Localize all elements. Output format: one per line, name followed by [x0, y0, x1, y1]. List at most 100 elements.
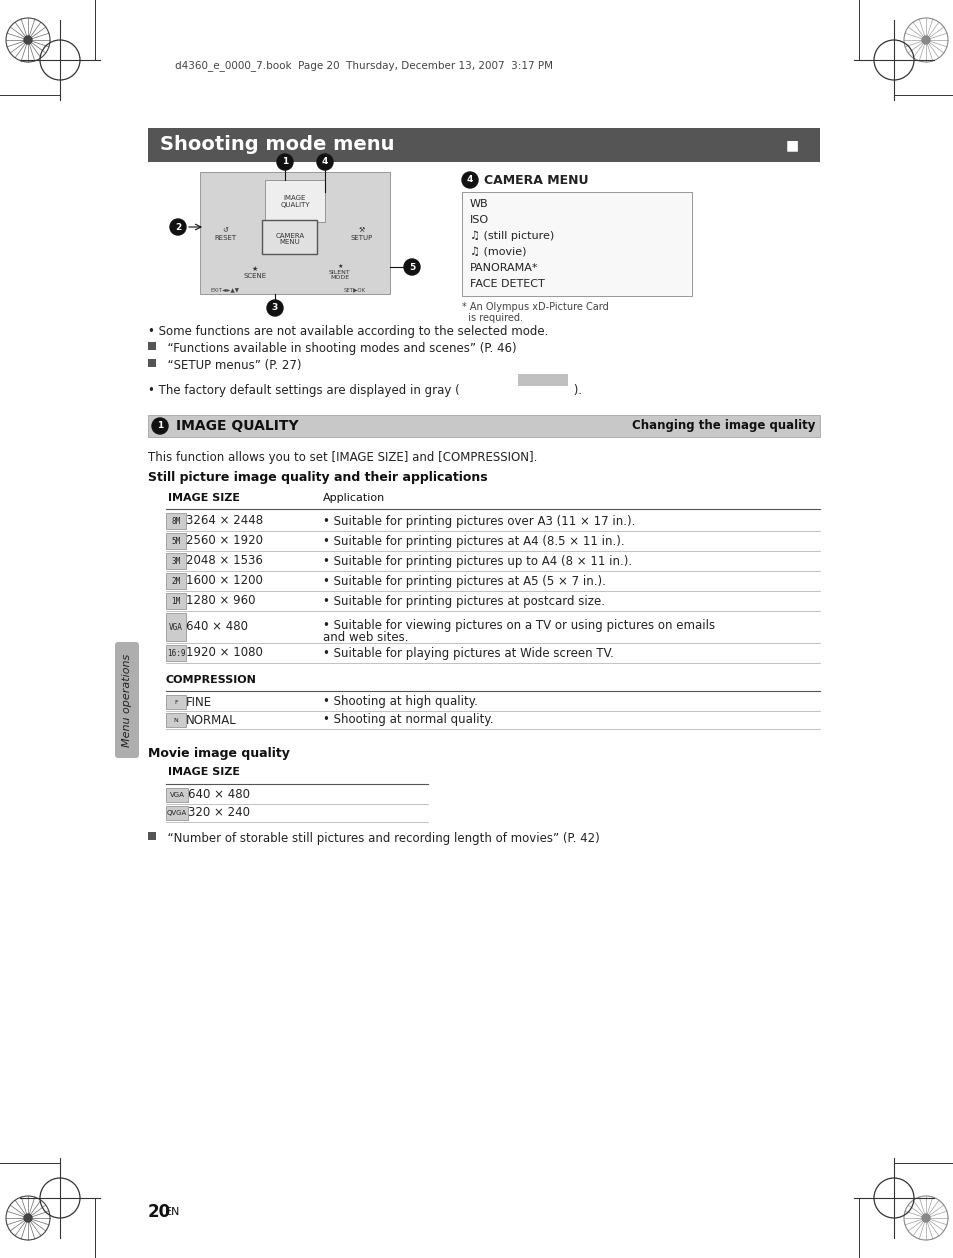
Text: 1M: 1M: [172, 596, 180, 605]
Text: ★
SCENE: ★ SCENE: [243, 265, 266, 278]
Circle shape: [152, 418, 168, 434]
Text: • Shooting at normal quality.: • Shooting at normal quality.: [323, 713, 493, 727]
Bar: [166, 533, 186, 548]
Circle shape: [170, 219, 186, 235]
Text: 5M: 5M: [172, 536, 180, 546]
Text: 8M: 8M: [172, 517, 180, 526]
Text: 4: 4: [466, 176, 473, 185]
Text: SET▶OK: SET▶OK: [344, 288, 366, 293]
Bar: [166, 554, 186, 569]
Bar: [166, 694, 186, 710]
Text: VGA: VGA: [170, 793, 184, 798]
Text: QVGA: QVGA: [167, 810, 187, 816]
Bar: [166, 788, 188, 803]
Text: 4: 4: [321, 157, 328, 166]
Text: • Suitable for printing pictures at A5 (5 × 7 in.).: • Suitable for printing pictures at A5 (…: [323, 575, 605, 587]
Text: WB: WB: [470, 199, 488, 209]
Bar: [166, 713, 186, 727]
Text: • Suitable for printing pictures over A3 (11 × 17 in.).: • Suitable for printing pictures over A3…: [323, 515, 635, 527]
Text: 1: 1: [156, 421, 163, 430]
Text: IMAGE SIZE: IMAGE SIZE: [168, 767, 240, 777]
Text: * An Olympus xD-Picture Card: * An Olympus xD-Picture Card: [461, 302, 608, 312]
Text: “Functions available in shooting modes and scenes” (P. 46): “Functions available in shooting modes a…: [160, 342, 517, 355]
Bar: [166, 593, 186, 609]
Text: NORMAL: NORMAL: [186, 713, 236, 727]
Text: 2048 × 1536: 2048 × 1536: [186, 555, 263, 567]
Circle shape: [316, 153, 333, 170]
Text: CAMERA MENU: CAMERA MENU: [483, 174, 588, 186]
Text: • The factory default settings are displayed in gray (: • The factory default settings are displ…: [148, 384, 459, 398]
Text: ).: ).: [569, 384, 581, 398]
Text: 20: 20: [148, 1203, 171, 1222]
Text: Application: Application: [323, 493, 385, 503]
Text: 2M: 2M: [172, 576, 180, 585]
Text: VGA: VGA: [169, 623, 183, 632]
Text: 2: 2: [174, 223, 181, 231]
Text: CAMERA
MENU: CAMERA MENU: [275, 233, 304, 245]
Text: ISO: ISO: [470, 215, 489, 225]
Text: 3: 3: [272, 303, 278, 312]
Text: ♫ (still picture): ♫ (still picture): [470, 231, 554, 242]
Text: IMAGE SIZE: IMAGE SIZE: [168, 493, 240, 503]
Bar: [166, 513, 186, 530]
Text: Menu operations: Menu operations: [122, 653, 132, 747]
Text: ↺
RESET: ↺ RESET: [213, 228, 235, 240]
Bar: [166, 613, 186, 642]
Text: • Suitable for playing pictures at Wide screen TV.: • Suitable for playing pictures at Wide …: [323, 647, 613, 659]
Text: ♫ (movie): ♫ (movie): [470, 247, 526, 257]
Text: EN: EN: [165, 1206, 180, 1216]
Circle shape: [24, 36, 32, 44]
Bar: [148, 342, 156, 350]
Text: 1920 × 1080: 1920 × 1080: [186, 647, 263, 659]
Bar: [148, 415, 820, 437]
Bar: [262, 220, 316, 254]
Text: • Some functions are not available according to the selected mode.: • Some functions are not available accor…: [148, 325, 548, 338]
Text: FINE: FINE: [186, 696, 212, 708]
Text: 640 × 480: 640 × 480: [186, 620, 248, 634]
Text: EXIT◄►▲▼: EXIT◄►▲▼: [211, 288, 239, 293]
Circle shape: [921, 36, 929, 44]
Text: IMAGE QUALITY: IMAGE QUALITY: [175, 419, 298, 433]
Text: • Shooting at high quality.: • Shooting at high quality.: [323, 696, 477, 708]
Circle shape: [461, 172, 477, 187]
Text: • Suitable for printing pictures at A4 (8.5 × 11 in.).: • Suitable for printing pictures at A4 (…: [323, 535, 624, 547]
Bar: [148, 128, 820, 162]
Text: This function allows you to set [IMAGE SIZE] and [COMPRESSION].: This function allows you to set [IMAGE S…: [148, 452, 537, 464]
Text: 640 × 480: 640 × 480: [188, 789, 250, 801]
Text: IMAGE
QUALITY: IMAGE QUALITY: [280, 195, 310, 208]
Circle shape: [24, 1214, 32, 1222]
Text: 2560 × 1920: 2560 × 1920: [186, 535, 263, 547]
Text: 320 × 240: 320 × 240: [188, 806, 250, 819]
Text: 1280 × 960: 1280 × 960: [186, 595, 255, 608]
Circle shape: [267, 299, 283, 316]
Circle shape: [921, 1214, 929, 1222]
Bar: [166, 645, 186, 660]
Text: ⚒
SETUP: ⚒ SETUP: [351, 228, 373, 240]
Bar: [166, 572, 186, 589]
Text: 16:9: 16:9: [167, 649, 185, 658]
Text: • Suitable for printing pictures at postcard size.: • Suitable for printing pictures at post…: [323, 595, 604, 608]
Bar: [265, 180, 325, 221]
Text: and web sites.: and web sites.: [323, 632, 408, 644]
Text: d4360_e_0000_7.book  Page 20  Thursday, December 13, 2007  3:17 PM: d4360_e_0000_7.book Page 20 Thursday, De…: [174, 60, 553, 72]
Text: ★
SILENT
MODE: ★ SILENT MODE: [329, 264, 351, 281]
Circle shape: [276, 153, 293, 170]
Bar: [517, 374, 567, 386]
Text: Changing the image quality: Changing the image quality: [631, 419, 814, 433]
Bar: [200, 172, 390, 294]
Text: 1: 1: [281, 157, 288, 166]
Text: is required.: is required.: [461, 313, 522, 323]
Text: COMPRESSION: COMPRESSION: [166, 676, 256, 686]
Text: 1600 × 1200: 1600 × 1200: [186, 575, 263, 587]
Text: PANORAMA*: PANORAMA*: [470, 263, 537, 273]
Text: “Number of storable still pictures and recording length of movies” (P. 42): “Number of storable still pictures and r…: [160, 832, 599, 845]
Text: “SETUP menus” (P. 27): “SETUP menus” (P. 27): [160, 359, 301, 372]
Bar: [148, 359, 156, 367]
Text: • Suitable for printing pictures up to A4 (8 × 11 in.).: • Suitable for printing pictures up to A…: [323, 555, 632, 567]
Bar: [148, 832, 156, 840]
Circle shape: [403, 259, 419, 276]
Text: 3264 × 2448: 3264 × 2448: [186, 515, 263, 527]
FancyBboxPatch shape: [115, 642, 139, 759]
Text: Shooting mode menu: Shooting mode menu: [160, 136, 395, 155]
Text: Still picture image quality and their applications: Still picture image quality and their ap…: [148, 470, 487, 484]
